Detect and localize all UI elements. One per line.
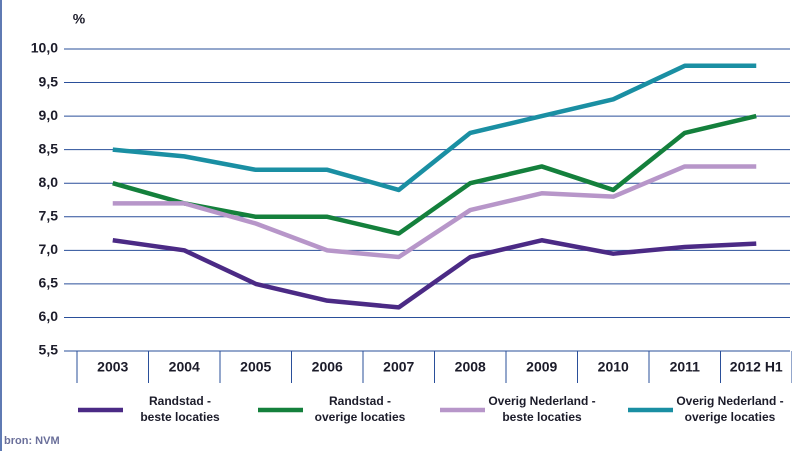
x-tick-label: 2008 [455,359,486,375]
series-line [112,238,757,310]
y-tick-label: 6,0 [39,308,59,324]
x-tick-label: 2009 [526,359,557,375]
legend-label: Randstad -overige locaties [315,394,406,424]
series-line [112,63,757,193]
y-tick-label: 8,0 [39,174,59,190]
x-tick-label: 2004 [169,359,200,375]
x-tick-label: 2006 [312,359,343,375]
y-tick-label: 7,5 [39,207,59,223]
x-tick-label: 2011 [670,359,701,375]
y-tick-label: 6,5 [39,275,59,291]
y-tick-label: 5,5 [39,342,59,358]
x-tick-label: 2005 [240,359,271,375]
x-tick-label: 2003 [97,359,128,375]
series-line [112,164,757,260]
y-tick-label: 10,0 [31,40,58,56]
y-tick-label: 9,5 [39,73,59,89]
legend-label: Overig Nederland -beste locaties [488,394,595,424]
x-tick-label: 2012 H1 [730,359,783,375]
legend-label: Overig Nederland -overige locaties [676,394,783,424]
x-tick-label: 2007 [383,359,414,375]
y-tick-label: 7,0 [39,241,59,257]
source-note: bron: NVM [4,435,60,447]
y-tick-label: 8,5 [39,140,59,156]
series-line [112,113,757,236]
x-tick-label: 2010 [598,359,629,375]
y-axis-label: % [73,11,86,27]
y-tick-label: 9,0 [39,107,59,123]
legend-label: Randstad -beste locaties [140,394,220,424]
